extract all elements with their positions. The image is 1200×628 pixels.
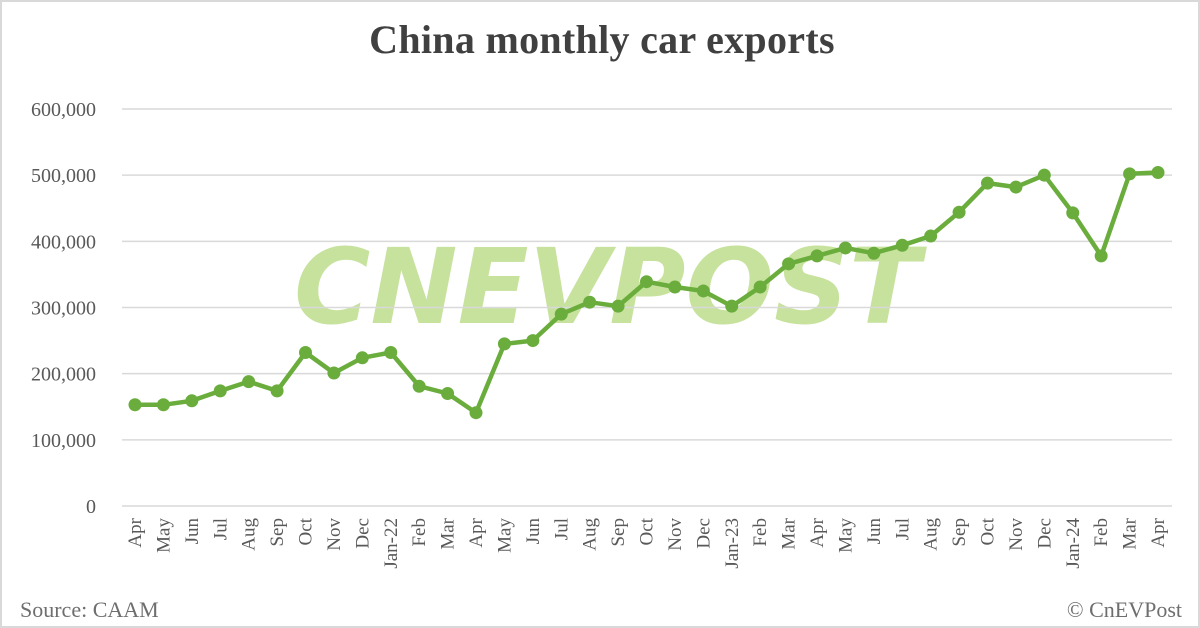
x-tick-label: Feb <box>750 518 771 547</box>
data-point-marker <box>384 345 398 359</box>
data-point-marker <box>156 398 170 412</box>
x-tick-label: Dec <box>1034 518 1055 549</box>
x-tick-label: Sep <box>267 518 288 547</box>
x-tick-label: Dec <box>352 518 373 549</box>
x-tick-label: Apr <box>125 517 146 547</box>
data-point-marker <box>1009 180 1023 194</box>
x-tick-label: Feb <box>1091 518 1112 547</box>
x-tick-label: Mar <box>438 517 459 549</box>
data-point-marker <box>924 229 938 243</box>
x-tick-label: Jun <box>523 518 544 545</box>
x-tick-label: Aug <box>921 518 942 551</box>
x-axis-labels: Apr May Jun Jul Aug Sep Oct Nov Dec Jan-22 Feb Mar A… <box>125 517 1169 568</box>
data-point-marker <box>299 345 312 359</box>
data-point-marker <box>497 337 511 351</box>
data-point-marker <box>583 295 597 309</box>
data-point-marker <box>753 280 767 294</box>
series-car-exports <box>128 166 1165 420</box>
data-point-marker <box>526 334 540 348</box>
x-tick-label: Mar <box>1120 517 1141 549</box>
data-point-marker <box>554 307 568 321</box>
chart-title: China monthly car exports <box>369 17 835 62</box>
x-tick-label: Nov <box>1006 518 1027 551</box>
x-tick-label: Aug <box>580 518 601 551</box>
data-point-marker <box>696 284 710 298</box>
data-point-marker <box>838 241 852 255</box>
y-tick-label: 0 <box>86 496 96 518</box>
x-tick-label: May <box>835 518 856 553</box>
data-point-marker <box>981 176 994 190</box>
x-tick-label: Aug <box>239 518 260 551</box>
x-tick-label: Jul <box>210 518 231 540</box>
x-tick-label: Sep <box>608 518 629 547</box>
x-tick-label: Jul <box>551 518 572 540</box>
x-tick-label: Jan-22 <box>381 518 402 569</box>
data-point-marker <box>469 406 483 420</box>
data-point-marker <box>270 384 284 398</box>
data-point-marker <box>611 299 625 313</box>
data-point-marker <box>810 249 824 263</box>
data-point-marker <box>867 246 881 260</box>
data-point-marker <box>327 366 341 380</box>
y-tick-label: 300,000 <box>31 298 96 320</box>
data-point-marker <box>185 394 199 408</box>
data-point-marker <box>640 275 653 289</box>
x-tick-label: Jun <box>864 518 885 545</box>
data-point-marker <box>782 257 796 271</box>
x-tick-label: Apr <box>466 517 487 547</box>
data-point-marker <box>242 375 256 389</box>
y-tick-label: 200,000 <box>31 364 96 386</box>
x-tick-label: Oct <box>978 517 999 545</box>
y-tick-label: 400,000 <box>31 231 96 253</box>
gridlines <box>122 108 1172 507</box>
data-point-marker <box>668 280 682 294</box>
x-tick-label: Jan-24 <box>1063 518 1084 569</box>
y-axis-labels: 0 100,000 200,000 300,000 400,000 500,000 600,… <box>31 99 96 518</box>
data-point-marker <box>1094 249 1108 263</box>
data-point-marker <box>128 398 142 412</box>
data-point-marker <box>441 387 455 401</box>
data-point-marker <box>1123 167 1137 181</box>
x-tick-label: Sep <box>949 518 970 547</box>
data-point-marker <box>213 384 227 398</box>
x-tick-label: May <box>494 518 515 553</box>
x-tick-label: Feb <box>409 518 430 547</box>
y-tick-label: 100,000 <box>31 430 96 452</box>
data-point-marker <box>355 351 369 365</box>
data-point-marker <box>725 299 739 313</box>
copyright-note: © CnEVPost <box>1066 597 1182 622</box>
y-tick-label: 600,000 <box>31 99 96 121</box>
source-note: Source: CAAM <box>20 597 159 622</box>
x-tick-label: Jun <box>182 518 203 545</box>
data-point-marker <box>1066 206 1080 220</box>
x-tick-label: Apr <box>1148 517 1169 547</box>
x-tick-label: Oct <box>637 517 658 545</box>
data-point-marker <box>952 205 966 219</box>
x-tick-label: Apr <box>807 517 828 547</box>
cnevpost-watermark: CNEVPOST <box>294 226 927 348</box>
x-tick-label: Jul <box>892 518 913 540</box>
x-tick-label: Nov <box>665 518 686 551</box>
data-point-marker <box>1037 168 1051 182</box>
data-point-marker <box>412 379 426 393</box>
data-point-marker <box>1151 166 1165 180</box>
x-tick-label: Mar <box>779 517 800 549</box>
x-tick-label: Jan-23 <box>722 518 743 569</box>
x-tick-label: Dec <box>693 518 714 549</box>
data-point-marker <box>895 238 909 252</box>
y-tick-label: 500,000 <box>31 165 96 187</box>
x-tick-label: Oct <box>296 517 317 545</box>
watermark-text: CNEVPOST <box>294 226 927 348</box>
x-tick-label: May <box>153 518 174 553</box>
x-tick-label: Nov <box>324 518 345 551</box>
